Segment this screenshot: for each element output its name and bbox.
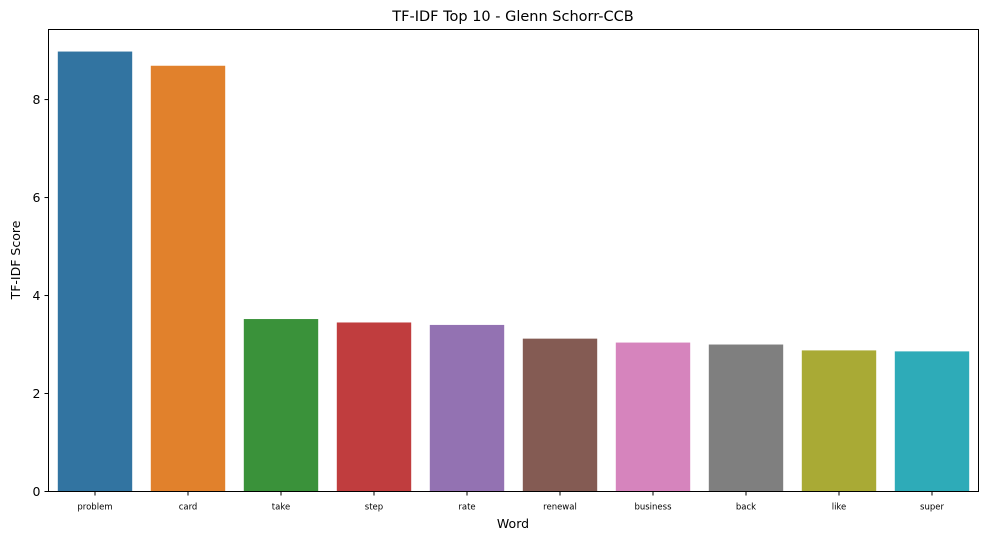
bars-group xyxy=(57,51,970,492)
x-tick-label: super xyxy=(920,503,944,513)
y-tick-label: 0 xyxy=(33,484,41,499)
bar-like xyxy=(801,350,877,492)
x-tick-label: step xyxy=(365,503,383,513)
bar-step xyxy=(336,322,412,492)
bar-take xyxy=(243,319,319,492)
bar-renewal xyxy=(522,338,598,492)
x-tick-label: like xyxy=(832,503,847,513)
x-tick-label: problem xyxy=(77,503,112,513)
plot-frame xyxy=(48,29,979,492)
y-tick-label: 8 xyxy=(33,92,41,107)
bar-business xyxy=(615,342,691,492)
x-tick-label: renewal xyxy=(543,503,577,513)
x-tick-label: back xyxy=(736,503,756,513)
bar-problem xyxy=(57,51,133,492)
x-tick-label: card xyxy=(179,503,198,513)
x-tick-label: rate xyxy=(458,503,475,513)
bar-super xyxy=(894,351,970,492)
y-tick-label: 6 xyxy=(33,190,41,205)
bar-back xyxy=(708,344,784,492)
bar-card xyxy=(150,65,226,492)
y-axis: 0 2 4 6 8 xyxy=(33,92,49,499)
y-axis-label: TF-IDF Score xyxy=(8,220,23,300)
chart-title: TF-IDF Top 10 - Glenn Schorr-CCB xyxy=(391,9,633,25)
bar-rate xyxy=(429,324,505,492)
x-axis: problem card take step rate renewal business ba… xyxy=(77,491,944,513)
x-tick-label: take xyxy=(272,503,290,513)
y-tick-label: 2 xyxy=(33,386,41,401)
x-tick-label: business xyxy=(634,503,672,513)
x-axis-label: Word xyxy=(497,516,529,531)
y-tick-label: 4 xyxy=(33,288,41,303)
